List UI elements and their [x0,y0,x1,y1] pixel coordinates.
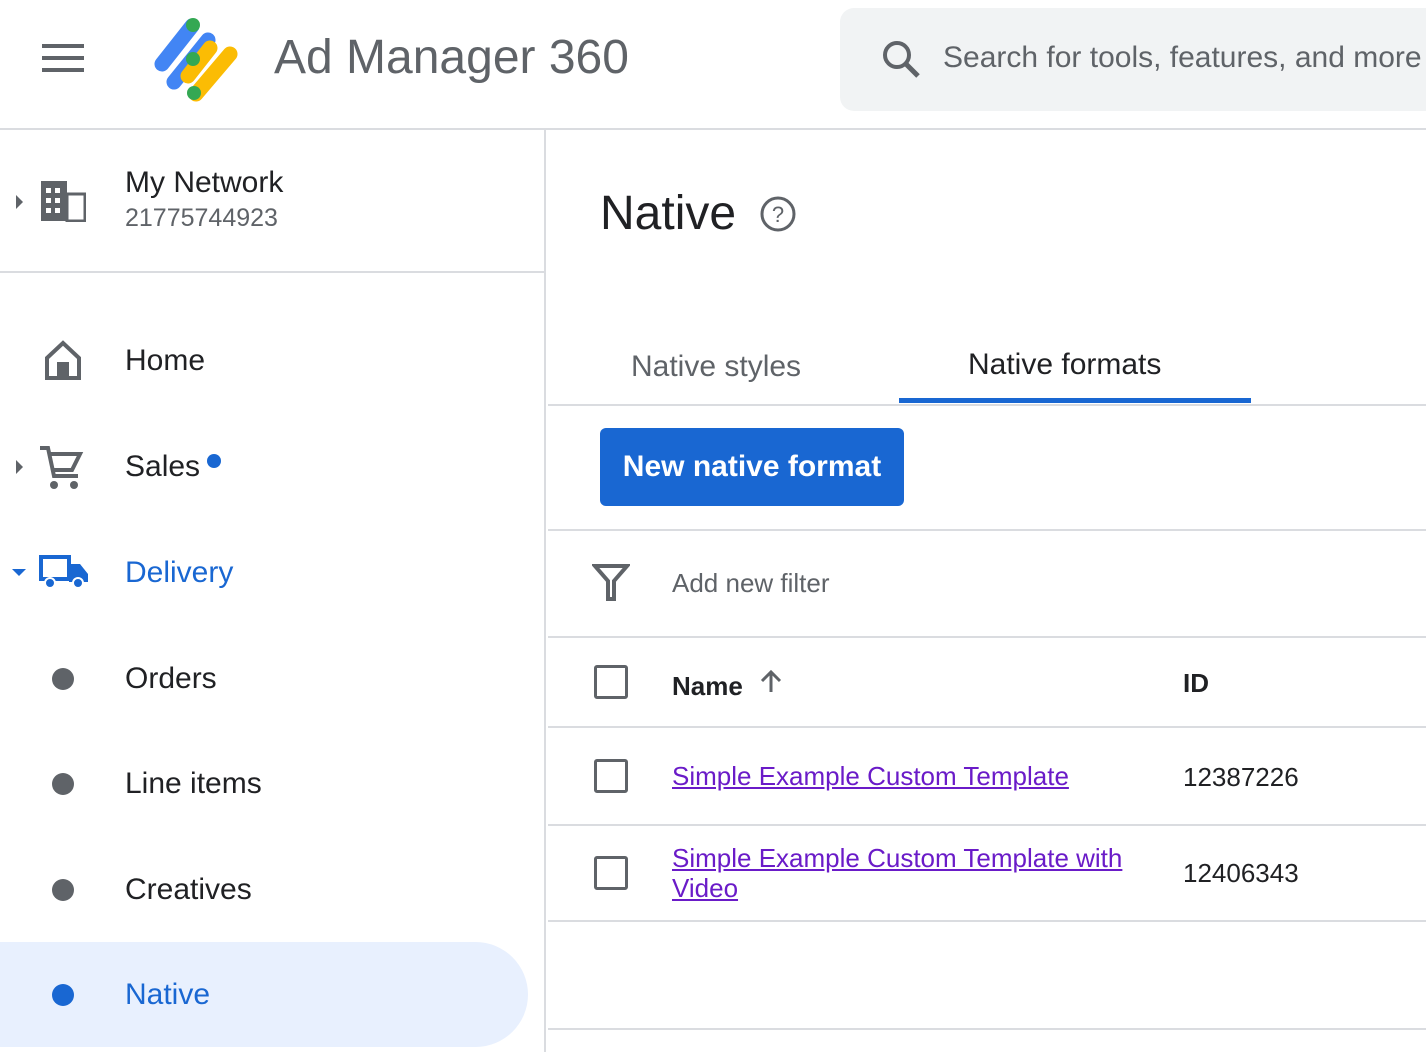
new-native-format-button[interactable]: New native format [600,428,904,506]
ad-manager-logo [154,18,238,102]
row-checkbox[interactable] [594,856,628,890]
building-icon [41,181,86,222]
sidebar-item-label: Sales [125,449,201,483]
search-icon [883,41,920,78]
network-id: 21775744923 [125,204,278,232]
sidebar: My Network 21775744923 Home Sales Delive… [0,130,546,1052]
row-name-link[interactable]: Simple Example Custom Template with Vide… [672,843,1123,903]
row-checkbox[interactable] [594,759,628,793]
top-bar: Ad Manager 360 Search for tools, feature… [0,0,1426,130]
sidebar-item-delivery[interactable]: Delivery [0,520,528,625]
column-header-id[interactable]: ID [1183,668,1209,698]
sidebar-item-label: Delivery [125,555,234,589]
bullet-icon [52,772,74,795]
sidebar-item-home[interactable]: Home [0,308,528,413]
search-placeholder: Search for tools, features, and more [943,41,1422,74]
sidebar-item-sales[interactable]: Sales [0,414,528,519]
sidebar-item-label: Orders [125,661,217,695]
bullet-icon [52,878,74,901]
sidebar-item-label: Native [125,977,211,1011]
active-tab-indicator [899,398,1251,403]
bullet-icon [52,667,74,690]
sidebar-item-orders[interactable]: Orders [0,626,528,731]
sidebar-item-creatives[interactable]: Creatives [0,837,528,942]
search-input[interactable]: Search for tools, features, and more [840,8,1426,111]
filter-input[interactable]: Add new filter [672,568,830,598]
notification-dot [207,454,221,468]
tab-native-formats[interactable]: Native formats [968,348,1162,381]
sidebar-item-label: Line items [125,766,262,800]
svg-text:?: ? [772,202,784,227]
select-all-checkbox[interactable] [594,665,628,699]
column-header-name[interactable]: Name [672,671,743,701]
row-id: 12406343 [1183,858,1299,888]
tab-native-styles[interactable]: Native styles [631,350,802,383]
row-id: 12387226 [1183,762,1299,792]
sidebar-item-line-items[interactable]: Line items [0,731,528,836]
cart-icon [40,446,84,489]
sidebar-item-native[interactable]: Native [0,942,528,1047]
row-name-link[interactable]: Simple Example Custom Template [672,761,1069,791]
home-icon [45,340,81,380]
help-icon[interactable]: ? [758,194,798,234]
app-title: Ad Manager 360 [274,31,629,84]
network-selector[interactable]: My Network 21775744923 [0,130,546,273]
page-title: Native [600,187,737,240]
menu-icon[interactable] [42,44,84,74]
sort-ascending-icon[interactable] [758,668,784,696]
network-name: My Network [125,166,284,199]
truck-icon [39,555,88,589]
bullet-icon [52,983,74,1006]
sidebar-item-label: Home [125,343,206,377]
sidebar-item-label: Creatives [125,872,252,906]
filter-icon [592,564,630,601]
